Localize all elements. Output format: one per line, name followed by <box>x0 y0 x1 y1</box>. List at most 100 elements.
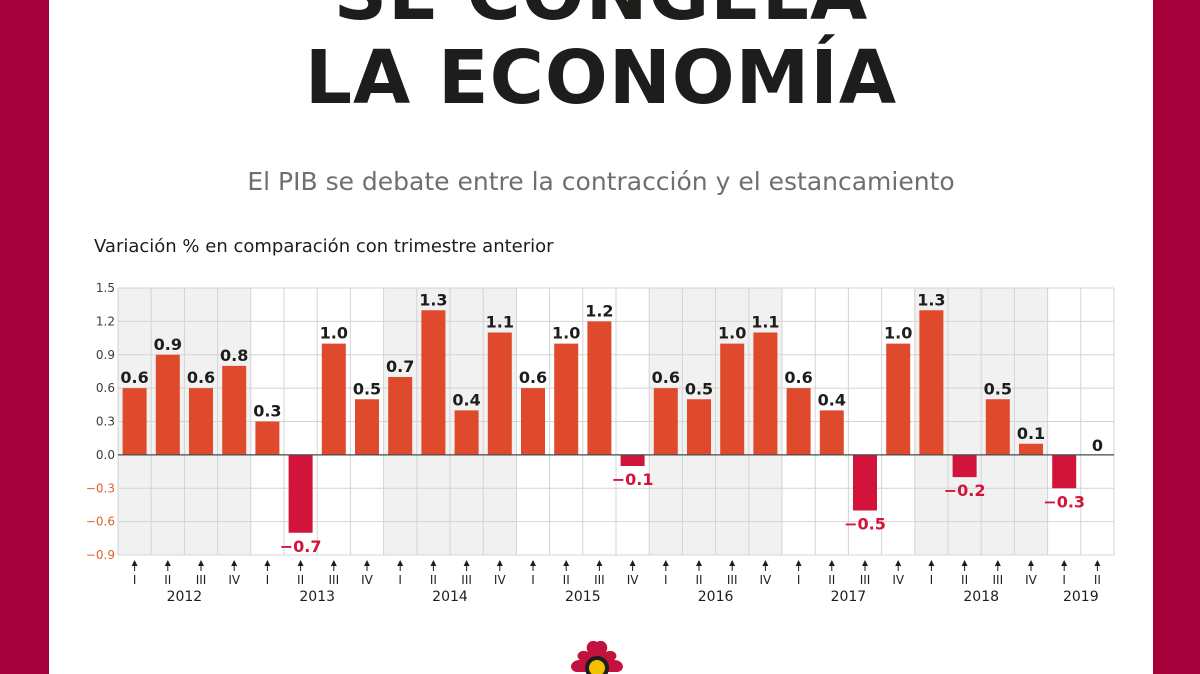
quarter-tick-arrow <box>994 560 1001 566</box>
value-label: −0.5 <box>844 515 886 534</box>
quarter-label: II <box>297 573 304 587</box>
infographic-panel: SE CONGELA LA ECONOMÍA El PIB se debate … <box>49 0 1153 674</box>
quarter-label: IV <box>760 573 773 587</box>
quarter-label: III <box>196 573 207 587</box>
year-label-2017: 2017 <box>831 589 867 605</box>
gdp-bar-chart: 1.51.20.90.60.30.0−0.3−0.6−0.90.6I0.9II0… <box>86 281 1115 605</box>
year-label-2012: 2012 <box>167 589 203 605</box>
quarter-tick-arrow <box>297 560 304 566</box>
quarter-tick-arrow <box>264 560 271 566</box>
quarter-tick-arrow <box>463 560 470 566</box>
value-label: 0.6 <box>652 368 680 387</box>
quarter-label: II <box>961 573 968 587</box>
year-label-2013: 2013 <box>299 589 335 605</box>
bar-2017-II <box>819 410 844 455</box>
quarter-tick-arrow <box>530 560 536 566</box>
bar-2012-II <box>155 354 180 455</box>
bar-2016-IV <box>753 332 778 455</box>
value-label: 1.0 <box>552 324 580 343</box>
value-label: −0.2 <box>944 481 986 500</box>
value-label: −0.1 <box>612 470 654 489</box>
quarter-label: II <box>563 573 570 587</box>
quarter-tick-arrow <box>1094 560 1101 566</box>
headline-line-1: SE CONGELA <box>49 0 1153 36</box>
quarter-tick-arrow <box>795 560 802 566</box>
quarter-tick-arrow <box>596 560 603 566</box>
quarter-label: I <box>398 573 402 587</box>
value-label: 1.0 <box>320 324 348 343</box>
y-tick-label: −0.6 <box>86 515 115 529</box>
publisher-logo-icon <box>571 640 623 674</box>
quarter-tick-arrow <box>563 560 570 566</box>
quarter-label: I <box>930 573 934 587</box>
quarter-tick-arrow <box>430 560 437 566</box>
bar-2014-I <box>388 377 413 455</box>
y-tick-label: 0.6 <box>96 381 115 395</box>
quarter-tick-arrow <box>1028 560 1034 566</box>
y-tick-label: 1.5 <box>96 281 115 295</box>
y-tick-label: 0.3 <box>96 415 115 429</box>
headline: SE CONGELA LA ECONOMÍA <box>49 0 1153 120</box>
bar-2015-IV <box>620 454 645 466</box>
bar-2012-I <box>122 388 147 455</box>
bar-2013-III <box>321 343 346 455</box>
y-tick-label: 0.9 <box>96 348 115 362</box>
quarter-tick-arrow <box>895 560 902 566</box>
value-label: 0.6 <box>187 368 215 387</box>
bar-2017-I <box>786 388 811 455</box>
value-label: 0.3 <box>253 402 281 421</box>
value-label: −0.3 <box>1043 492 1085 511</box>
quarter-label: II <box>430 573 437 587</box>
bar-2018-IV <box>1019 443 1043 455</box>
bar-2017-IV <box>886 343 911 455</box>
quarter-tick-arrow <box>762 560 769 566</box>
y-tick-label: 1.2 <box>96 314 115 328</box>
bar-2016-III <box>720 343 745 455</box>
value-label: 0.6 <box>120 368 148 387</box>
y-tick-label: −0.9 <box>86 548 115 562</box>
value-label: 0.5 <box>685 379 713 398</box>
quarter-label: II <box>164 573 171 587</box>
bar-2015-III <box>587 321 612 455</box>
bar-2018-III <box>985 399 1010 455</box>
quarter-label: III <box>461 573 472 587</box>
bar-2012-IV <box>222 365 247 455</box>
quarter-tick-arrow <box>397 560 404 566</box>
quarter-tick-arrow <box>330 560 337 566</box>
bar-2014-III <box>454 410 479 455</box>
value-label: 0.5 <box>353 379 381 398</box>
bar-2013-II <box>288 454 313 533</box>
bar-2018-II <box>952 454 977 478</box>
value-label: 0.4 <box>818 390 846 409</box>
quarter-tick-arrow <box>1061 560 1068 566</box>
quarter-label: I <box>1062 573 1066 587</box>
quarter-tick-arrow <box>729 560 736 566</box>
value-label: 0.9 <box>154 335 182 354</box>
quarter-tick-arrow <box>131 560 138 566</box>
bar-2015-II <box>554 343 579 455</box>
value-label: 0.5 <box>984 379 1012 398</box>
value-label: 0.1 <box>1017 424 1045 443</box>
bar-2013-I <box>255 421 280 455</box>
value-label: 0.6 <box>784 368 812 387</box>
quarter-label: I <box>133 573 137 587</box>
value-label: 1.1 <box>751 313 779 332</box>
subtitle: El PIB se debate entre la contracción y … <box>247 167 955 196</box>
value-label: 1.3 <box>419 290 447 309</box>
year-label-2016: 2016 <box>698 589 734 605</box>
year-label-2019: 2019 <box>1063 589 1099 605</box>
value-label: 1.0 <box>884 324 912 343</box>
quarter-label: IV <box>228 573 241 587</box>
quarter-label: I <box>664 573 668 587</box>
year-label-2015: 2015 <box>565 589 601 605</box>
axis-caption: Variación % en comparación con trimestre… <box>94 236 554 257</box>
year-label-2018: 2018 <box>963 589 999 605</box>
value-label: −0.7 <box>280 537 322 556</box>
quarter-tick-arrow <box>828 560 835 566</box>
bar-2016-I <box>653 388 678 455</box>
quarter-tick-arrow <box>928 560 935 566</box>
bar-2017-III <box>853 454 877 511</box>
value-label: 1.0 <box>718 324 746 343</box>
quarter-tick-arrow <box>961 560 968 566</box>
quarter-label: II <box>695 573 702 587</box>
